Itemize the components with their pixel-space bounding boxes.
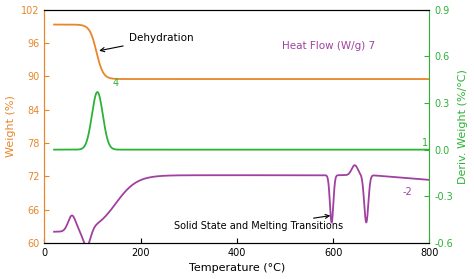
Y-axis label: Deriv. Weight (%/°C): Deriv. Weight (%/°C) <box>458 69 468 184</box>
Text: Heat Flow (W/g) 7: Heat Flow (W/g) 7 <box>282 41 375 51</box>
Text: Solid State and Melting Transitions: Solid State and Melting Transitions <box>174 215 344 231</box>
Text: 1: 1 <box>422 138 428 148</box>
X-axis label: Temperature (°C): Temperature (°C) <box>189 263 285 273</box>
Text: -2: -2 <box>403 187 412 197</box>
Text: 4: 4 <box>113 78 118 88</box>
Y-axis label: Weight (%): Weight (%) <box>6 95 16 157</box>
Text: Dehydration: Dehydration <box>100 33 193 52</box>
